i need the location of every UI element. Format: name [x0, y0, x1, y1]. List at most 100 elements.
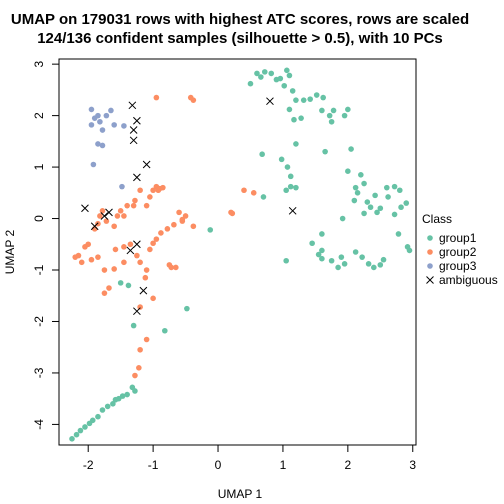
- x-tick-label: 1: [280, 458, 287, 472]
- group2-point: [168, 264, 175, 271]
- group1-point: [335, 264, 341, 271]
- group1-point: [287, 183, 294, 190]
- group1-point: [77, 427, 84, 434]
- chart-title-line-1: UMAP on 179031 rows with highest ATC sco…: [11, 11, 469, 28]
- legend-cross-icon: [426, 276, 434, 284]
- ambiguous-point: [129, 136, 138, 145]
- legend-item-ambiguous: ambiguous: [426, 273, 498, 287]
- group1-point: [289, 88, 296, 94]
- group1-point: [129, 384, 136, 391]
- group3-point: [90, 161, 97, 168]
- group1-point: [322, 148, 328, 155]
- group2-point: [117, 208, 124, 214]
- group2-point: [101, 290, 108, 296]
- group1-point: [341, 112, 348, 119]
- group2-point: [143, 202, 150, 209]
- group1-point: [320, 94, 326, 101]
- group1-point: [95, 413, 101, 420]
- chart-title-line-2: 124/136 confident samples (silhouette > …: [37, 30, 443, 47]
- group2-point: [176, 209, 182, 216]
- group1-point: [99, 407, 106, 413]
- group2-point: [147, 246, 153, 253]
- y-tick-label: -4: [32, 419, 46, 430]
- group1-point: [406, 247, 413, 254]
- group1-point: [259, 151, 265, 158]
- group1-point: [352, 184, 359, 191]
- group2-point: [171, 221, 177, 228]
- group1-point: [352, 249, 359, 255]
- group1-point: [338, 254, 345, 260]
- group1-point: [124, 391, 130, 398]
- group1-point: [385, 194, 391, 200]
- group2-point: [137, 346, 143, 353]
- group1-point: [348, 146, 354, 152]
- group1-point: [130, 322, 137, 329]
- group2-point: [147, 194, 153, 200]
- group2-point: [132, 197, 138, 204]
- group1-point: [258, 74, 264, 80]
- group1-point: [361, 210, 367, 217]
- group2-point: [153, 236, 160, 242]
- group1-point: [293, 97, 299, 103]
- ambiguous-point: [81, 204, 89, 213]
- group1-point: [277, 75, 284, 82]
- ambiguous-point: [133, 240, 141, 249]
- legend-label: group3: [439, 259, 477, 273]
- group2-point: [158, 230, 164, 236]
- group3-point: [121, 123, 127, 129]
- group1-point: [69, 436, 75, 442]
- group2-point: [143, 267, 150, 273]
- group2-point: [111, 223, 117, 230]
- ambiguous-point: [128, 101, 137, 110]
- group1-point: [110, 401, 116, 407]
- group1-point: [341, 261, 348, 267]
- group1-point: [319, 231, 325, 237]
- group1-point: [184, 305, 190, 312]
- group1-point: [261, 69, 268, 75]
- y-tick-label: 0: [32, 215, 46, 222]
- group2-point: [241, 187, 247, 194]
- group3-point: [88, 122, 95, 128]
- ambiguous-point: [90, 222, 99, 231]
- group1-point: [313, 92, 320, 98]
- group1-point: [281, 82, 288, 89]
- x-tick-label: 3: [409, 458, 416, 472]
- group3-point: [103, 112, 110, 119]
- group1-point: [371, 264, 377, 271]
- group1-point: [398, 204, 404, 211]
- y-axis: -4 -3 -2 -1 0 1 2 3: [32, 60, 60, 430]
- group1-point: [260, 194, 267, 200]
- group2-point: [229, 210, 236, 217]
- group2-point: [111, 266, 117, 272]
- group1-point: [359, 254, 365, 260]
- ambiguous-point: [126, 246, 135, 255]
- legend-dot-icon: [427, 249, 433, 255]
- legend-label: group1: [439, 231, 477, 245]
- group1-point: [364, 199, 371, 205]
- x-tick-label: 2: [345, 458, 352, 472]
- group1-point: [86, 420, 93, 427]
- group2-point: [97, 213, 103, 219]
- group2-point: [150, 240, 156, 247]
- group1-point: [339, 215, 346, 222]
- ambiguous-point: [266, 97, 274, 106]
- group1-point: [351, 197, 358, 204]
- group2-point: [134, 252, 140, 259]
- group2-point: [182, 213, 189, 219]
- group1-point: [358, 172, 364, 178]
- y-tick-label: -1: [32, 264, 46, 275]
- group1-point: [391, 211, 398, 218]
- group2-point: [137, 259, 143, 266]
- group2-point: [137, 187, 143, 194]
- group2-point: [130, 202, 137, 209]
- group1-point: [372, 192, 378, 199]
- group1-point: [104, 403, 111, 410]
- group2-point: [187, 94, 194, 101]
- group1-point: [287, 173, 294, 180]
- ambiguous-point: [100, 212, 109, 220]
- group1-point: [345, 106, 351, 113]
- x-tick-label: -1: [148, 458, 159, 472]
- legend-item-group1: group1: [427, 231, 477, 245]
- group3-point: [97, 118, 103, 125]
- group2-point: [179, 216, 186, 223]
